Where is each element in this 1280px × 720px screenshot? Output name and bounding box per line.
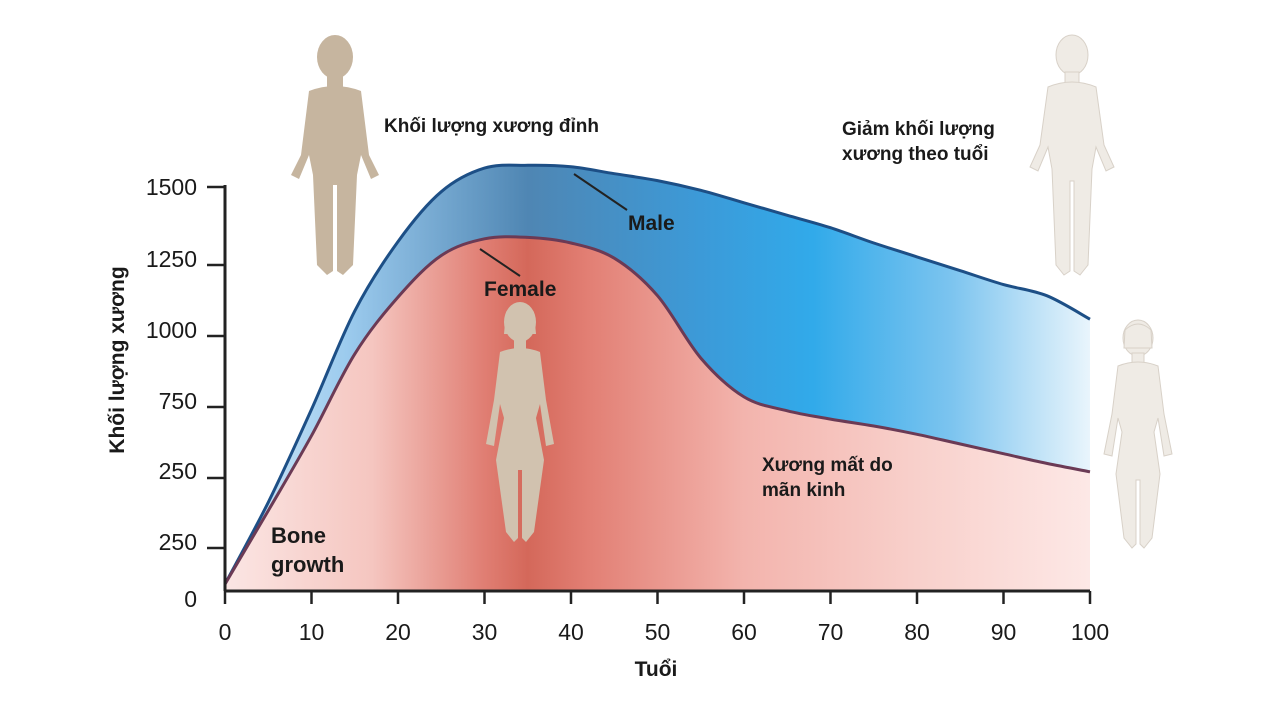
elderly-woman-figure-icon <box>1103 319 1173 549</box>
woman-figure-icon <box>486 302 554 542</box>
y-tick-label: 750 <box>159 388 197 414</box>
x-tick-label: 70 <box>818 619 844 645</box>
x-tick-label: 20 <box>385 619 411 645</box>
y-tick-label: 1000 <box>146 317 197 343</box>
x-tick-label: 80 <box>904 619 930 645</box>
x-tick-label: 60 <box>731 619 757 645</box>
male-series-label: Male <box>628 212 675 235</box>
bone-growth-annotation: Bone growth <box>271 523 345 577</box>
y-axis-title: Khối lượng xương <box>106 266 129 453</box>
female-series-label: Female <box>484 278 556 301</box>
y-tick-label: 1500 <box>146 174 197 200</box>
chart-axes: 0 10 20 30 40 50 60 70 80 90 100025025075010001250… <box>146 174 1109 645</box>
x-tick-label: 50 <box>645 619 671 645</box>
y-tick-label: 250 <box>159 529 197 555</box>
x-tick-label: 30 <box>472 619 498 645</box>
x-tick-label: 100 <box>1071 619 1109 645</box>
age-decline-annotation: Giảm khối lượng xương theo tuổi <box>842 119 995 165</box>
x-tick-label: 0 <box>219 619 232 645</box>
x-tick-label: 10 <box>299 619 325 645</box>
male-series-line <box>223 163 1091 585</box>
y-tick-label: 250 <box>159 458 197 484</box>
male-leader-line <box>573 173 628 211</box>
female-series-line <box>223 235 1091 585</box>
x-tick-label: 90 <box>991 619 1017 645</box>
menopause-loss-annotation: Xương mất do mãn kinh <box>762 455 893 501</box>
x-tick-label: 40 <box>558 619 584 645</box>
peak-bone-mass-annotation: Khối lượng xương đỉnh <box>384 116 599 137</box>
x-axis-title: Tuổi <box>635 658 678 681</box>
adult-figure-icon <box>291 35 379 275</box>
y-tick-label: 1250 <box>146 246 197 272</box>
female-leader-line <box>479 248 521 277</box>
female-series-area <box>225 236 1090 591</box>
elderly-figure-icon <box>1029 34 1115 276</box>
y-tick-label: 0 <box>184 586 197 612</box>
